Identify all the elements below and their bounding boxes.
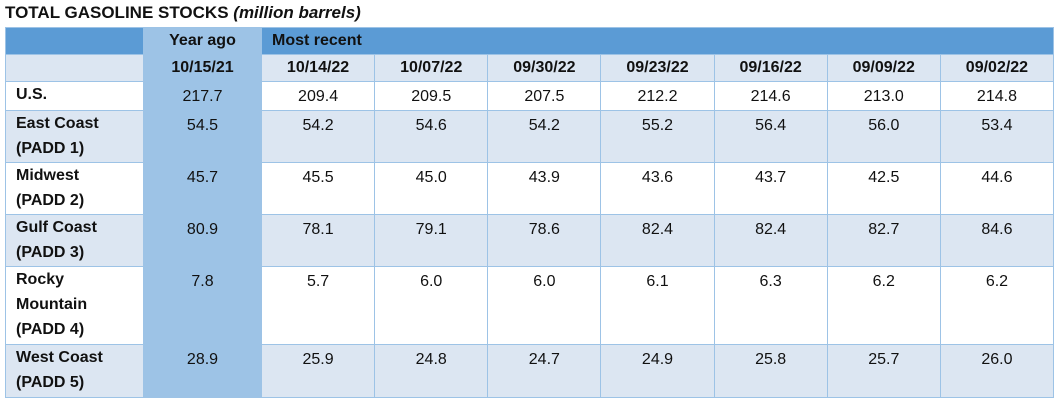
value-cell: 24.8 — [374, 344, 489, 398]
value-cell: 43.7 — [713, 162, 828, 215]
value-cell: 43.6 — [600, 162, 715, 215]
value-cell: 7.8 — [143, 266, 262, 345]
value-cell: 45.0 — [374, 162, 489, 215]
row-label: West Coast (PADD 5) — [5, 344, 144, 398]
row-label: Gulf Coast (PADD 3) — [5, 214, 144, 267]
date-header: 09/23/22 — [600, 54, 715, 82]
row-label-line: U.S. — [16, 86, 48, 103]
value-cell: 24.9 — [600, 344, 715, 398]
date-header: 10/07/22 — [374, 54, 489, 82]
value-cell: 43.9 — [487, 162, 602, 215]
row-label-line: (PADD 2) — [16, 192, 85, 209]
title-text: TOTAL GASOLINE STOCKS — [5, 3, 229, 22]
header-cell — [5, 27, 144, 55]
row-label-line: Mountain — [16, 296, 88, 313]
value-cell: 6.0 — [374, 266, 489, 345]
row-label: East Coast (PADD 1) — [5, 110, 144, 163]
data-row: Rocky Mountain (PADD 4) 7.8 5.7 6.0 6.0 6.1 6.3 6… — [5, 266, 1055, 345]
value-cell: 54.2 — [487, 110, 602, 163]
row-label-line: (PADD 3) — [16, 244, 85, 261]
data-row: Midwest (PADD 2) 45.7 45.5 45.0 43.9 43.6 43.7 4… — [5, 162, 1055, 215]
value-cell: 82.4 — [713, 214, 828, 267]
value-cell: 82.4 — [600, 214, 715, 267]
value-cell: 56.0 — [826, 110, 941, 163]
value-cell: 28.9 — [143, 344, 262, 398]
row-label-line: West Coast — [16, 349, 103, 366]
date-header-row: 10/15/21 10/14/22 10/07/22 09/30/22 09/23/22… — [5, 54, 1055, 82]
row-label-line: (PADD 4) — [16, 321, 85, 338]
stocks-table: Year ago Most recent 10/15/21 10/14/22 10/07… — [5, 27, 1055, 398]
date-header: 09/02/22 — [939, 54, 1055, 82]
date-header: 10/15/21 — [143, 54, 262, 82]
value-cell: 213.0 — [826, 81, 941, 111]
value-cell: 80.9 — [143, 214, 262, 267]
value-cell: 6.2 — [939, 266, 1055, 345]
group-header: Most recent — [260, 27, 1055, 55]
date-header: 09/16/22 — [713, 54, 828, 82]
row-label-line: East Coast — [16, 115, 99, 132]
value-cell: 55.2 — [600, 110, 715, 163]
data-row: West Coast (PADD 5) 28.9 25.9 24.8 24.7 24.9 25… — [5, 344, 1055, 398]
value-cell: 214.8 — [939, 81, 1055, 111]
value-cell: 84.6 — [939, 214, 1055, 267]
value-cell: 78.6 — [487, 214, 602, 267]
date-header: 10/14/22 — [260, 54, 376, 82]
row-label: U.S. — [5, 81, 144, 111]
title-unit: (million barrels) — [233, 3, 361, 22]
data-row: U.S. 217.7 209.4 209.5 207.5 212.2 214.6 213.0 2… — [5, 81, 1055, 111]
date-header: 09/09/22 — [826, 54, 941, 82]
date-header: 09/30/22 — [487, 54, 602, 82]
row-label-line: Rocky — [16, 271, 65, 288]
row-label-line: Midwest — [16, 167, 80, 184]
value-cell: 25.7 — [826, 344, 941, 398]
row-label: Rocky Mountain (PADD 4) — [5, 266, 144, 345]
row-label-line: Gulf Coast — [16, 219, 97, 236]
data-row: Gulf Coast (PADD 3) 80.9 78.1 79.1 78.6 82.4 82… — [5, 214, 1055, 267]
value-cell: 6.1 — [600, 266, 715, 345]
row-label: Midwest (PADD 2) — [5, 162, 144, 215]
data-row: East Coast (PADD 1) 54.5 54.2 54.6 54.2 55.2 56… — [5, 110, 1055, 163]
value-cell: 54.2 — [260, 110, 376, 163]
value-cell: 79.1 — [374, 214, 489, 267]
value-cell: 212.2 — [600, 81, 715, 111]
group-header-row: Year ago Most recent — [5, 27, 1055, 55]
value-cell: 217.7 — [143, 81, 262, 111]
row-label-line: (PADD 5) — [16, 374, 85, 391]
value-cell: 44.6 — [939, 162, 1055, 215]
value-cell: 26.0 — [939, 344, 1055, 398]
value-cell: 42.5 — [826, 162, 941, 215]
value-cell: 54.6 — [374, 110, 489, 163]
value-cell: 207.5 — [487, 81, 602, 111]
value-cell: 209.4 — [260, 81, 376, 111]
value-cell: 56.4 — [713, 110, 828, 163]
value-cell: 6.0 — [487, 266, 602, 345]
value-cell: 24.7 — [487, 344, 602, 398]
value-cell: 5.7 — [260, 266, 376, 345]
value-cell: 78.1 — [260, 214, 376, 267]
value-cell: 214.6 — [713, 81, 828, 111]
value-cell: 45.5 — [260, 162, 376, 215]
value-cell: 209.5 — [374, 81, 489, 111]
value-cell: 54.5 — [143, 110, 262, 163]
value-cell: 53.4 — [939, 110, 1055, 163]
group-header: Year ago — [143, 27, 262, 55]
value-cell: 6.2 — [826, 266, 941, 345]
value-cell: 25.8 — [713, 344, 828, 398]
title: TOTAL GASOLINE STOCKS (million barrels) — [5, 3, 361, 23]
value-cell: 45.7 — [143, 162, 262, 215]
value-cell: 25.9 — [260, 344, 376, 398]
value-cell: 6.3 — [713, 266, 828, 345]
value-cell: 82.7 — [826, 214, 941, 267]
header-cell — [5, 54, 144, 82]
row-label-line: (PADD 1) — [16, 140, 85, 157]
